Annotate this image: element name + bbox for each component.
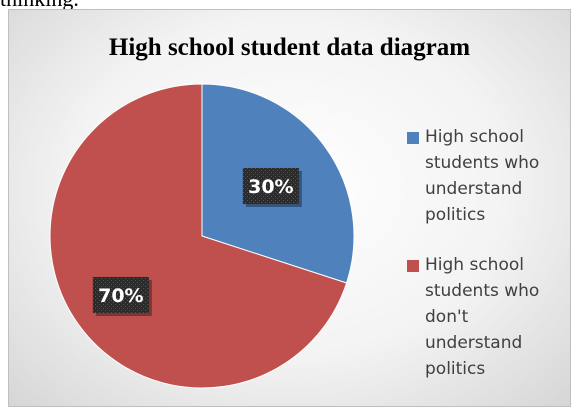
legend-swatch-dont-understand: [407, 260, 419, 272]
legend-label-dont-understand: High school students who don't understan…: [425, 255, 540, 379]
pie-data-label-text-dont-understand: 70%: [98, 285, 143, 307]
pie-data-label-understand: 30%: [242, 167, 302, 207]
chart-area: High school student data diagram 30% 70% …: [8, 9, 571, 407]
legend: High school students who understand poli…: [407, 124, 567, 382]
pie-chart: 30% 70%: [49, 83, 355, 389]
legend-swatch-understand: [407, 132, 419, 144]
pie-data-label-text-understand: 30%: [248, 176, 293, 198]
legend-item-understand: High school students who understand poli…: [407, 124, 567, 228]
cropped-top-text: thinking.: [0, 0, 79, 12]
chart-title: High school student data diagram: [108, 34, 471, 61]
pie-data-label-dont-understand: 70%: [92, 276, 152, 316]
legend-item-dont-understand: High school students who don't understan…: [407, 252, 567, 382]
legend-label-understand: High school students who understand poli…: [425, 127, 540, 225]
